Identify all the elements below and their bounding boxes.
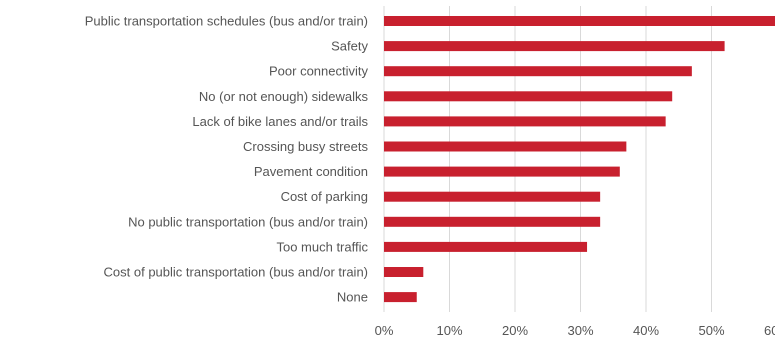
category-label: None xyxy=(337,290,368,305)
category-label: Pavement condition xyxy=(254,164,368,179)
x-tick-label: 60% xyxy=(764,323,775,338)
bar xyxy=(384,191,601,202)
category-label: Public transportation schedules (bus and… xyxy=(85,14,368,29)
category-label: Lack of bike lanes and/or trails xyxy=(192,114,368,129)
x-tick-label: 10% xyxy=(436,323,462,338)
gridlines xyxy=(383,6,712,312)
bar xyxy=(384,267,424,277)
bar xyxy=(384,292,417,303)
x-tick-label: 30% xyxy=(567,323,593,338)
category-labels: Public transportation schedules (bus and… xyxy=(85,14,369,305)
category-label: Cost of parking xyxy=(281,189,368,204)
category-label: Crossing busy streets xyxy=(243,139,368,154)
bar xyxy=(384,166,620,177)
category-label: Too much traffic xyxy=(276,239,368,254)
bars xyxy=(384,16,775,303)
bar xyxy=(384,116,666,127)
x-tick-label: 0% xyxy=(375,323,394,338)
category-label: Cost of public transportation (bus and/o… xyxy=(104,265,368,280)
category-label: No (or not enough) sidewalks xyxy=(199,89,369,104)
bar xyxy=(384,216,601,227)
x-tick-label: 40% xyxy=(633,323,659,338)
bar xyxy=(384,141,627,152)
category-label: Poor connectivity xyxy=(269,64,368,79)
category-label: No public transportation (bus and/or tra… xyxy=(128,214,368,229)
bar xyxy=(384,66,692,77)
bar xyxy=(384,16,775,26)
x-tick-labels: 0% 10% 20% 30% 40% 50% 60% xyxy=(375,323,775,338)
x-tick-label: 50% xyxy=(698,323,724,338)
bar xyxy=(384,241,588,252)
x-tick-label: 20% xyxy=(502,323,528,338)
bar xyxy=(384,41,725,52)
category-label: Safety xyxy=(331,39,368,54)
bar xyxy=(384,91,673,102)
